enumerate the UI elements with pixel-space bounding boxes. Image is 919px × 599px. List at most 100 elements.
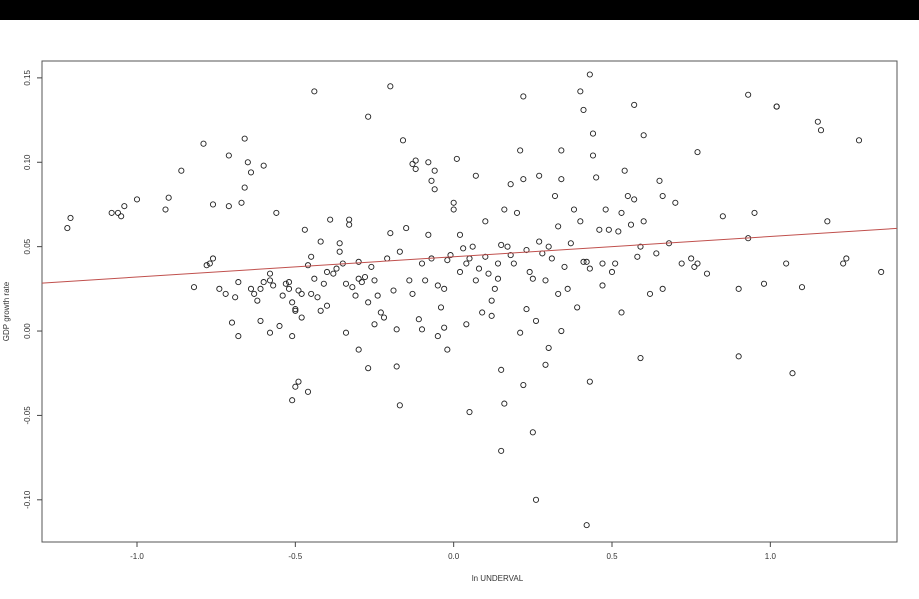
data-point — [365, 365, 372, 372]
data-point — [244, 159, 251, 166]
data-point — [308, 253, 315, 260]
data-point — [418, 326, 426, 333]
data-point — [285, 279, 293, 286]
x-tick-label: 1.0 — [765, 552, 777, 561]
data-point — [254, 297, 261, 304]
data-point — [545, 243, 552, 250]
data-point — [558, 147, 565, 154]
data-point — [656, 177, 663, 184]
data-point — [703, 270, 711, 277]
data-point — [257, 317, 264, 324]
data-point — [203, 262, 210, 269]
data-point — [586, 265, 593, 272]
data-point — [371, 277, 378, 284]
data-point — [412, 157, 419, 164]
data-point — [276, 322, 283, 330]
data-point — [536, 238, 543, 245]
data-point — [783, 260, 790, 267]
data-point — [358, 279, 365, 286]
data-point — [640, 132, 647, 139]
data-point — [542, 361, 549, 368]
data-point — [456, 231, 464, 238]
data-point — [659, 285, 666, 292]
plot-frame — [41, 60, 898, 543]
data-point — [346, 221, 353, 228]
data-point — [387, 83, 394, 90]
data-point — [450, 206, 457, 213]
data-point — [498, 447, 505, 454]
data-point — [789, 370, 796, 377]
data-point — [336, 240, 343, 247]
data-point — [190, 284, 198, 291]
data-point — [450, 199, 457, 206]
data-point — [247, 285, 255, 292]
data-point — [691, 263, 698, 270]
data-point — [380, 314, 388, 321]
data-point — [406, 277, 413, 284]
data-point — [396, 248, 403, 255]
data-point — [393, 326, 400, 333]
data-point — [745, 91, 752, 98]
data-point — [304, 262, 312, 269]
data-point — [409, 160, 416, 168]
y-tick-label: 0.10 — [23, 154, 32, 170]
data-point — [162, 206, 169, 213]
data-point — [472, 172, 479, 179]
data-point — [292, 306, 299, 313]
data-point — [387, 230, 394, 237]
data-point — [501, 206, 508, 213]
data-point — [453, 155, 460, 162]
y-axis-title: GDP growth rate — [2, 281, 11, 341]
data-point — [222, 290, 229, 297]
data-point — [355, 346, 362, 353]
data-point — [678, 260, 685, 267]
data-point — [342, 329, 350, 336]
data-point — [431, 167, 438, 174]
data-point — [235, 279, 242, 286]
data-point — [289, 333, 296, 340]
data-point — [542, 277, 549, 284]
data-point — [485, 270, 492, 277]
data-point — [608, 268, 616, 276]
data-point — [266, 277, 274, 284]
data-point — [333, 265, 340, 272]
y-axis: -0.10 -0.05 0.00 0.05 0.10 0.15 — [23, 70, 42, 509]
data-point — [216, 285, 223, 292]
data-point — [529, 275, 536, 282]
data-point — [349, 284, 356, 291]
data-point — [466, 408, 473, 416]
top-black-bar — [0, 0, 919, 20]
data-point — [285, 285, 293, 292]
data-point — [431, 186, 438, 193]
data-point — [355, 258, 362, 265]
data-point — [551, 192, 559, 200]
data-point — [235, 333, 242, 340]
data-point — [365, 113, 372, 120]
data-point — [304, 388, 312, 395]
data-point — [482, 253, 489, 260]
data-point — [494, 260, 502, 267]
data-point — [627, 221, 635, 228]
data-point — [589, 152, 597, 159]
data-point — [371, 321, 378, 328]
data-point — [434, 282, 441, 289]
data-point — [412, 165, 419, 173]
data-point — [773, 103, 780, 110]
data-point — [798, 284, 806, 291]
data-point — [330, 270, 337, 277]
data-point — [624, 192, 631, 200]
data-point — [266, 329, 274, 336]
data-point — [494, 275, 502, 282]
data-point — [621, 167, 628, 174]
y-tick-label: 0.00 — [23, 323, 32, 339]
data-point — [760, 280, 768, 287]
data-point — [178, 167, 185, 174]
data-point — [507, 252, 514, 259]
data-point — [425, 231, 432, 238]
data-point — [491, 285, 498, 292]
data-point — [317, 238, 324, 245]
data-point — [396, 402, 403, 409]
data-point — [577, 218, 584, 225]
